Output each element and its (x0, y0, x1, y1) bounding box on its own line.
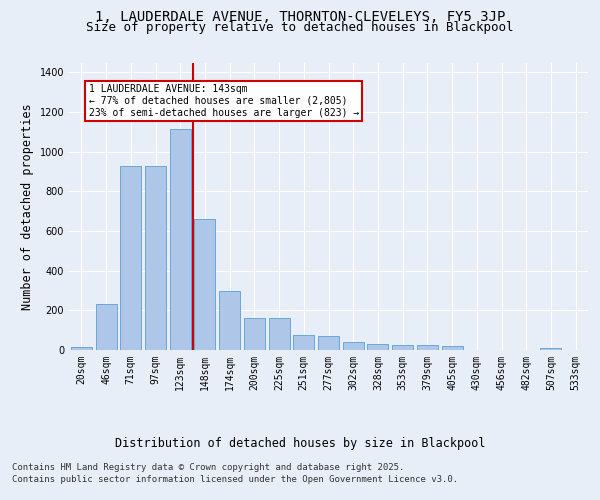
Bar (541, 348, 562, 350)
Bar (442, 346, 463, 350)
Bar (219, 290, 240, 350)
Bar (194, 219, 215, 350)
Bar (417, 345, 438, 350)
Bar (95, 304, 116, 350)
Bar (120, 166, 141, 350)
Text: Contains public sector information licensed under the Open Government Licence v3: Contains public sector information licen… (12, 475, 458, 484)
Text: Distribution of detached houses by size in Blackpool: Distribution of detached houses by size … (115, 438, 485, 450)
Bar (269, 318, 290, 350)
Y-axis label: Number of detached properties: Number of detached properties (21, 103, 34, 310)
Bar (244, 318, 265, 350)
Bar (318, 336, 339, 350)
Bar (293, 335, 314, 350)
Bar (170, 129, 191, 350)
Text: 1, LAUDERDALE AVENUE, THORNTON-CLEVELEYS, FY5 3JP: 1, LAUDERDALE AVENUE, THORNTON-CLEVELEYS… (95, 10, 505, 24)
Text: Contains HM Land Registry data © Crown copyright and database right 2025.: Contains HM Land Registry data © Crown c… (12, 462, 404, 471)
Text: 1 LAUDERDALE AVENUE: 143sqm
← 77% of detached houses are smaller (2,805)
23% of : 1 LAUDERDALE AVENUE: 143sqm ← 77% of det… (89, 84, 359, 117)
Bar (145, 166, 166, 350)
Bar (392, 345, 413, 350)
Text: Size of property relative to detached houses in Blackpool: Size of property relative to detached ho… (86, 21, 514, 34)
Bar (343, 342, 364, 350)
Bar (71, 347, 92, 350)
Bar (367, 344, 388, 350)
